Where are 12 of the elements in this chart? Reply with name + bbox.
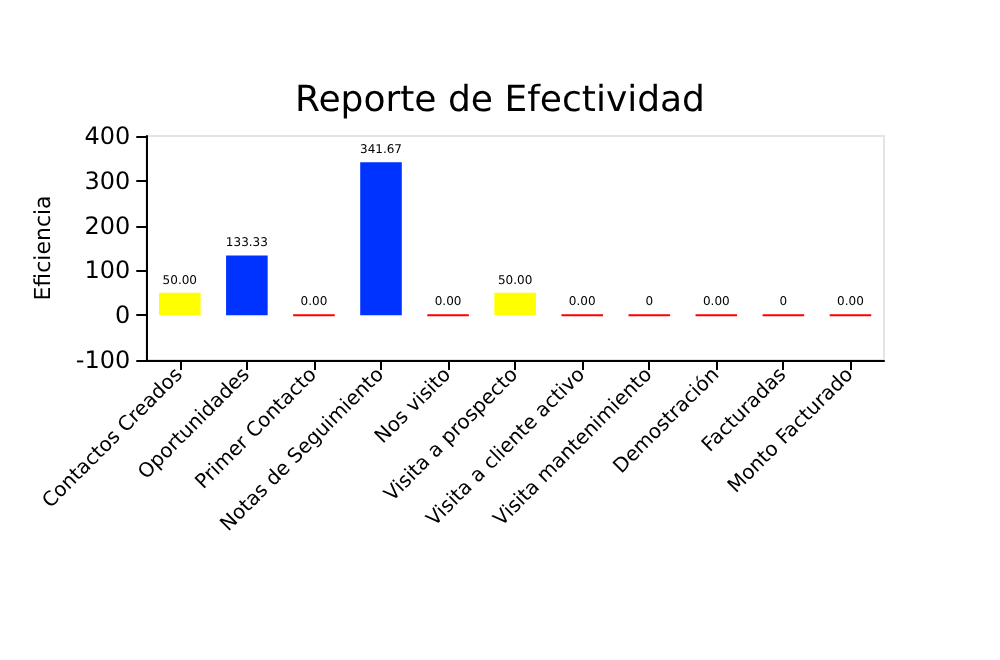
bar — [159, 292, 201, 316]
bar — [494, 292, 536, 316]
y-tick-label: 400 — [84, 122, 131, 150]
y-axis-title: Eficiencia — [30, 195, 56, 301]
bar — [360, 162, 402, 316]
bar — [226, 255, 268, 316]
y-tick-label: -100 — [75, 346, 131, 374]
y-tick-label: 200 — [84, 211, 131, 240]
y-tick-label: 0 — [114, 301, 131, 330]
chart-title: Reporte de Efectividad — [295, 79, 705, 121]
y-tick-label: 100 — [84, 256, 131, 285]
y-tick-label: 300 — [84, 166, 131, 195]
